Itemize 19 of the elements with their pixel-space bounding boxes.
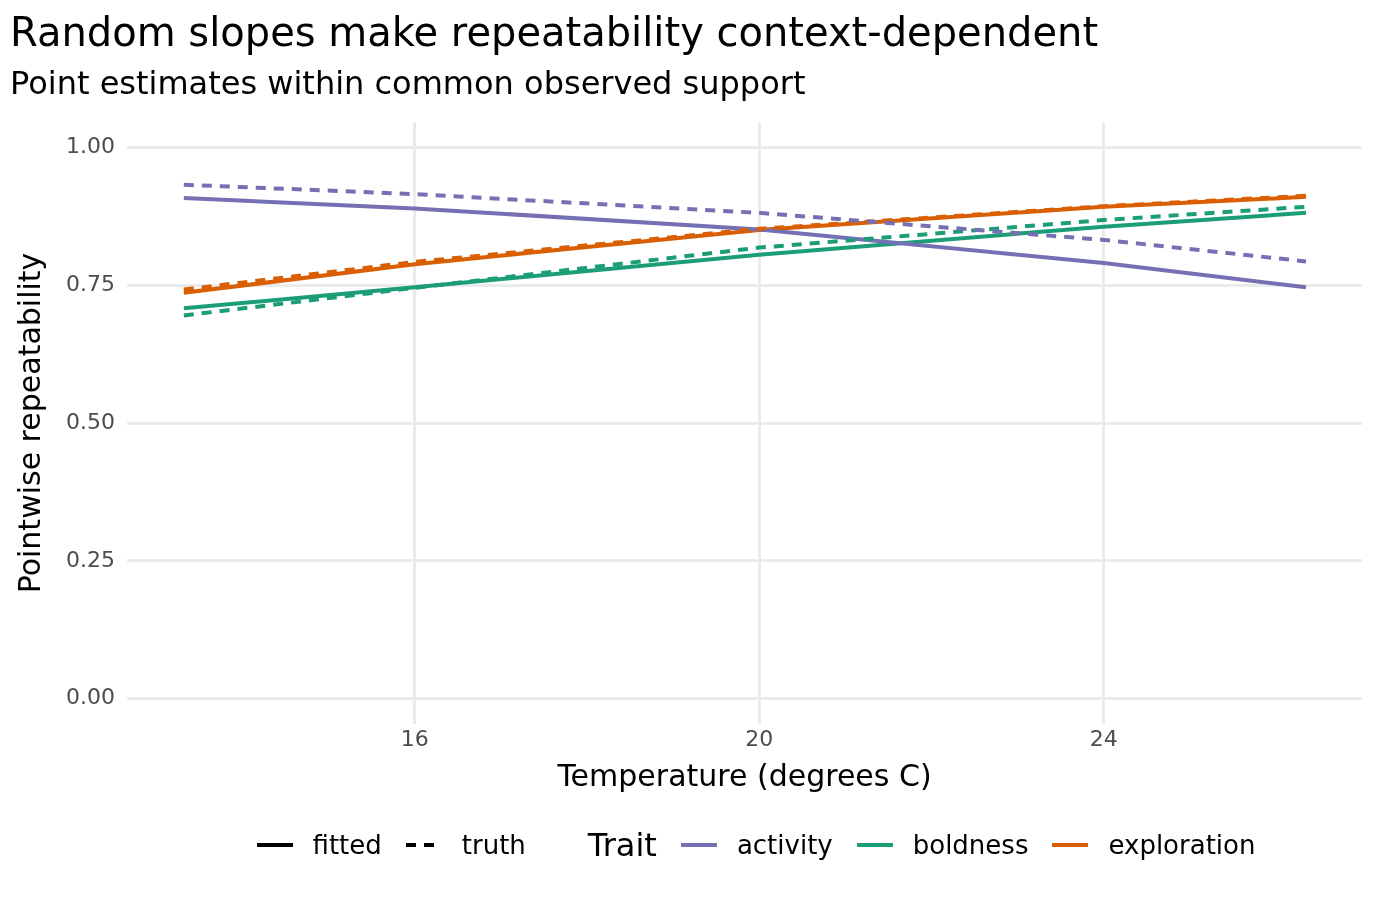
chart-subtitle: Point estimates within common observed support [10, 63, 806, 102]
x-tick-label: 20 [745, 725, 774, 751]
legend-label: truth [461, 830, 526, 860]
y-axis-title: Pointwise repeatability [11, 252, 47, 594]
x-axis-title: Temperature (degrees C) [556, 757, 932, 793]
chart-title: Random slopes make repeatability context-dependent [10, 9, 1099, 56]
line-series [181, 182, 1309, 264]
x-tick-label: 16 [400, 725, 429, 751]
y-tick-label: 1.00 [66, 132, 115, 158]
x-tick-label: 24 [1089, 725, 1118, 751]
y-tick-label: 0.25 [66, 546, 115, 572]
y-tick-label: 0.75 [66, 270, 115, 296]
legend-title: Trait [587, 826, 657, 864]
legend-label: activity [736, 830, 833, 860]
legend-label: boldness [912, 830, 1029, 860]
y-tick-label: 0.00 [66, 684, 115, 710]
legend-label: fitted [312, 830, 382, 860]
y-tick-label: 0.50 [66, 408, 115, 434]
legend-label: exploration [1108, 830, 1256, 860]
